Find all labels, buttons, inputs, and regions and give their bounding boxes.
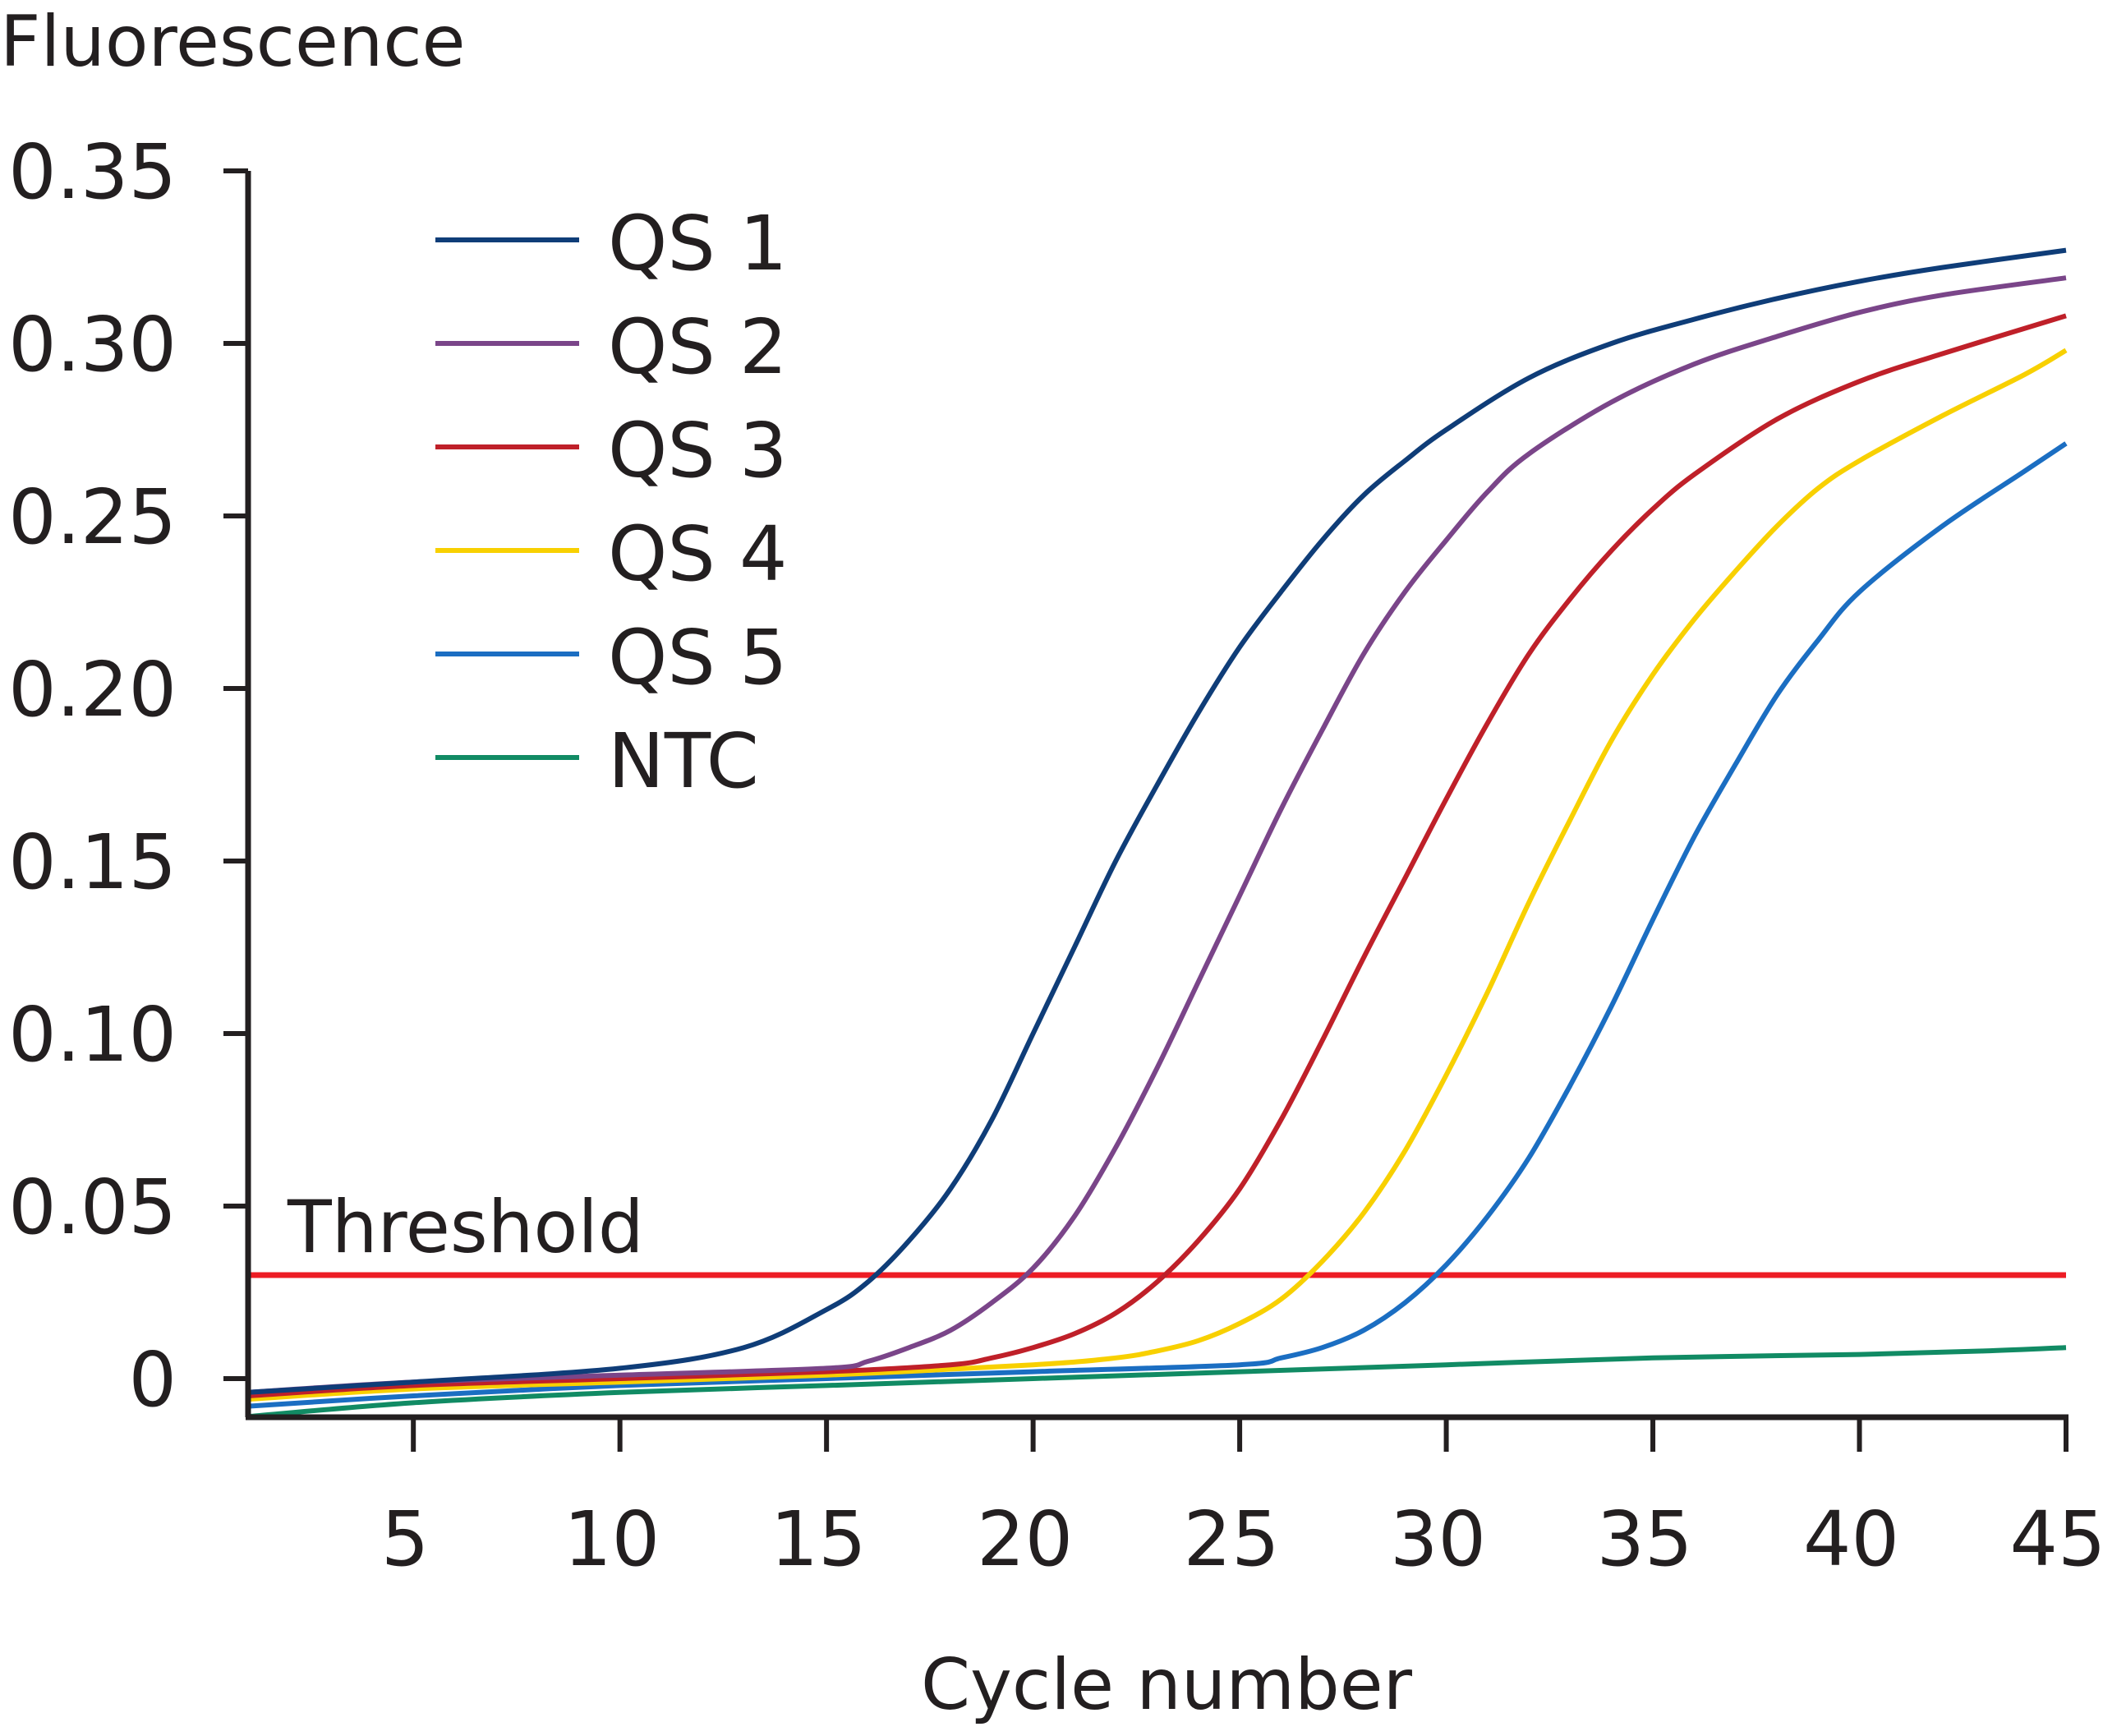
x-tick-label: 25: [1184, 1495, 1280, 1583]
y-tick-label: 0.25: [8, 473, 177, 561]
legend-label: QS 3: [608, 407, 788, 495]
legend-item-qs-5: QS 5: [435, 614, 788, 702]
legend-item-ntc: NTC: [435, 717, 759, 805]
x-tick-label: 45: [2009, 1495, 2103, 1583]
x-tick-label: 20: [977, 1495, 1073, 1583]
threshold-label: Threshold: [287, 1185, 644, 1269]
y-tick-label: 0: [128, 1336, 177, 1424]
y-tick-label: 0.30: [8, 301, 177, 389]
series-lines: [247, 247, 2068, 1420]
axes: [245, 171, 2068, 1421]
series-line-qs-4: [247, 348, 2068, 1402]
x-axis-ticks: 5 10 15 20 25 30 35 40 45: [381, 1417, 2103, 1583]
x-tick-label: 30: [1390, 1495, 1486, 1583]
legend-label: QS 2: [608, 303, 788, 391]
y-axis-title: Fluorescence: [0, 1, 466, 83]
series-line-qs-1: [247, 247, 2067, 1395]
legend-label: QS 1: [608, 200, 788, 288]
y-tick-label: 0.35: [8, 128, 177, 216]
x-tick-label: 5: [381, 1495, 430, 1583]
legend-label: NTC: [608, 717, 759, 805]
series-line-ntc: [247, 1345, 2067, 1420]
y-tick-label: 0.20: [8, 646, 177, 734]
x-axis-title: Cycle number: [921, 1644, 1413, 1726]
y-tick-label: 0.15: [8, 818, 177, 906]
legend-label: QS 5: [608, 614, 788, 702]
legend-item-qs-4: QS 4: [435, 510, 788, 598]
x-tick-label: 15: [771, 1495, 867, 1583]
legend: QS 1 QS 2 QS 3 QS 4 QS 5 NTC: [435, 200, 788, 805]
legend-label: QS 4: [608, 510, 788, 598]
x-tick-label: 10: [564, 1495, 660, 1583]
y-axis-ticks: 0 0.05 0.10 0.15 0.20 0.25 0.30 0.35: [8, 128, 248, 1424]
x-tick-label: 40: [1803, 1495, 1899, 1583]
legend-item-qs-3: QS 3: [435, 407, 788, 495]
threshold: Threshold: [248, 1185, 2066, 1278]
y-tick-label: 0.10: [8, 991, 177, 1079]
y-tick-label: 0.05: [8, 1163, 177, 1251]
x-tick-label: 35: [1597, 1495, 1693, 1583]
legend-item-qs-2: QS 2: [435, 303, 788, 391]
series-line-qs-5: [247, 441, 2068, 1409]
series-line-qs-2: [247, 275, 2067, 1395]
legend-item-qs-1: QS 1: [435, 200, 788, 288]
series-line-qs-3: [247, 313, 2067, 1398]
